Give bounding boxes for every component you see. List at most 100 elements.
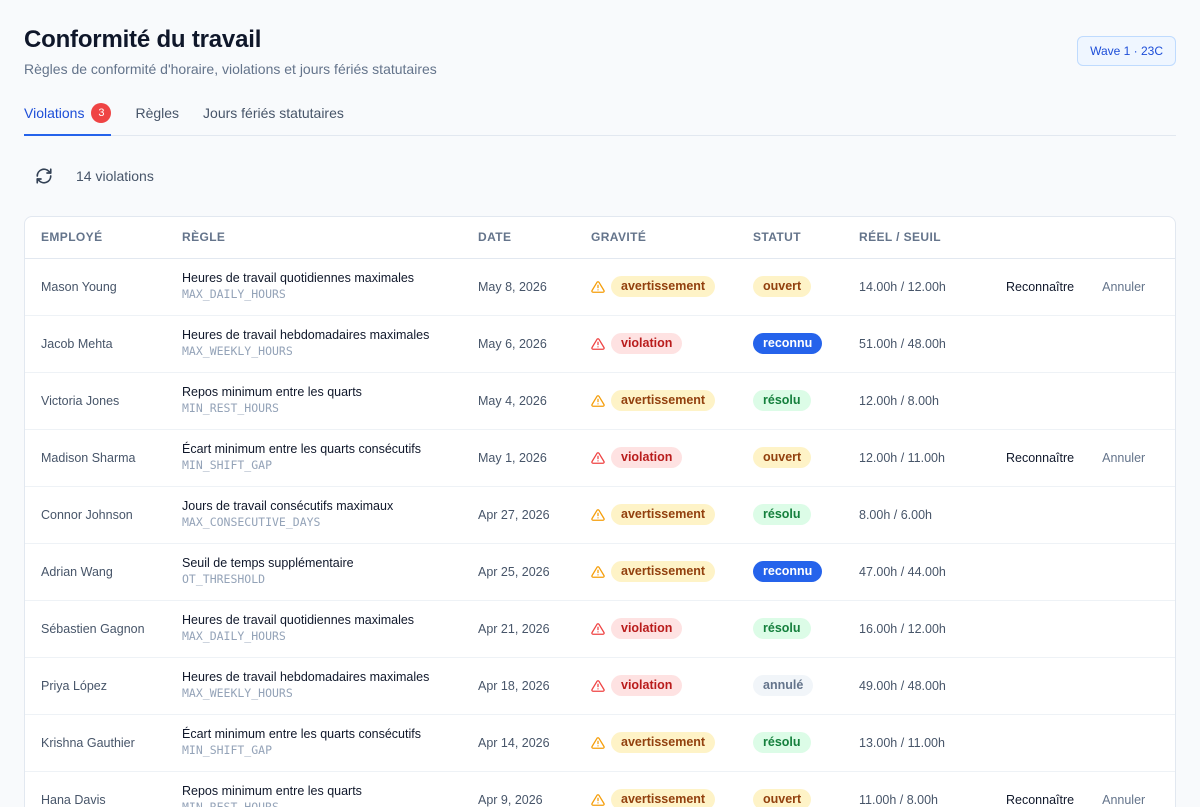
actual-threshold: 47.00h / 44.00h (859, 564, 946, 579)
employee-name: Madison Sharma (41, 450, 136, 465)
severity-badge: avertissement (611, 789, 716, 807)
rule-code: MAX_WEEKLY_HOURS (182, 686, 293, 700)
wave-badge: Wave 1 · 23C (1077, 36, 1176, 66)
violation-date: Apr 18, 2026 (478, 678, 550, 693)
status-cell: ouvert (737, 429, 843, 486)
table-header-row: EMPLOYÉ RÈGLE DATE GRAVITÉ STATUT RÉEL /… (25, 217, 1175, 259)
tab-violations[interactable]: Violations 3 (24, 90, 112, 136)
severity-badge: violation (611, 333, 683, 354)
refresh-button[interactable] (24, 156, 64, 196)
actual-threshold: 49.00h / 48.00h (859, 678, 946, 693)
employee-name: Priya López (41, 678, 108, 693)
table-row[interactable]: Mason Young Heures de travail quotidienn… (25, 258, 1175, 315)
actual-threshold: 13.00h / 11.00h (859, 735, 945, 750)
status-cell: reconnu (737, 543, 843, 600)
rule-name: Écart minimum entre les quarts consécuti… (182, 442, 421, 456)
alert-triangle-icon (591, 337, 605, 351)
column-header-severity[interactable]: GRAVITÉ (575, 217, 737, 259)
employee-name: Sébastien Gagnon (41, 621, 145, 636)
severity-cell: avertissement (575, 258, 737, 315)
tab-violations-count-badge: 3 (91, 102, 112, 123)
table-row[interactable]: Hana Davis Repos minimum entre les quart… (25, 771, 1175, 807)
status-cell: ouvert (737, 771, 843, 807)
actions-cell (990, 543, 1175, 600)
rule-code: MIN_REST_HOURS (182, 401, 279, 415)
severity-cell: violation (575, 657, 737, 714)
cancel-button[interactable]: Annuler (1102, 792, 1146, 807)
column-header-date[interactable]: DATE (462, 217, 575, 259)
status-cell: reconnu (737, 315, 843, 372)
alert-triangle-icon (591, 793, 605, 807)
rule-name: Repos minimum entre les quarts (182, 385, 362, 399)
rule-code: MIN_SHIFT_GAP (182, 458, 273, 472)
cancel-button[interactable]: Annuler (1102, 279, 1146, 294)
column-header-ratio[interactable]: RÉEL / SEUIL (843, 217, 990, 259)
violation-date: Apr 14, 2026 (478, 735, 550, 750)
rule-code: OT_THRESHOLD (182, 572, 266, 586)
rule-code: MIN_SHIFT_GAP (182, 743, 273, 757)
employee-name: Victoria Jones (41, 393, 120, 408)
status-badge: résolu (753, 504, 811, 525)
severity-badge: avertissement (611, 504, 716, 525)
actions-cell: Reconnaître Annuler (990, 429, 1175, 486)
column-header-actions (990, 217, 1175, 259)
rule-name: Heures de travail quotidiennes maximales (182, 613, 415, 627)
alert-triangle-icon (591, 508, 605, 522)
table-row[interactable]: Victoria Jones Repos minimum entre les q… (25, 372, 1175, 429)
violation-date: May 8, 2026 (478, 279, 547, 294)
actions-cell (990, 372, 1175, 429)
rule-cell: Repos minimum entre les quarts MIN_REST_… (166, 372, 462, 429)
rule-code: MAX_CONSECUTIVE_DAYS (182, 515, 321, 529)
table-row[interactable]: Adrian Wang Seuil de temps supplémentair… (25, 543, 1175, 600)
rule-cell: Jours de travail consécutifs maximaux MA… (166, 486, 462, 543)
severity-cell: avertissement (575, 372, 737, 429)
rule-cell: Écart minimum entre les quarts consécuti… (166, 714, 462, 771)
status-badge: ouvert (753, 447, 812, 468)
severity-badge: avertissement (611, 561, 716, 582)
table-row[interactable]: Sébastien Gagnon Heures de travail quoti… (25, 600, 1175, 657)
status-cell: résolu (737, 372, 843, 429)
severity-cell: avertissement (575, 486, 737, 543)
table-row[interactable]: Connor Johnson Jours de travail consécut… (25, 486, 1175, 543)
actual-threshold: 14.00h / 12.00h (859, 279, 946, 294)
status-badge: ouvert (753, 276, 812, 297)
column-header-employee[interactable]: EMPLOYÉ (25, 217, 166, 259)
severity-badge: avertissement (611, 732, 716, 753)
rule-code: MAX_DAILY_HOURS (182, 629, 286, 643)
violations-count: 14 violations (76, 168, 154, 184)
column-header-rule[interactable]: RÈGLE (166, 217, 462, 259)
rule-cell: Seuil de temps supplémentaire OT_THRESHO… (166, 543, 462, 600)
table-row[interactable]: Jacob Mehta Heures de travail hebdomadai… (25, 315, 1175, 372)
status-cell: résolu (737, 714, 843, 771)
rule-code: MAX_WEEKLY_HOURS (182, 344, 293, 358)
severity-badge: avertissement (611, 390, 716, 411)
acknowledge-button[interactable]: Reconnaître (1006, 792, 1075, 807)
acknowledge-button[interactable]: Reconnaître (1006, 279, 1075, 294)
rule-name: Heures de travail hebdomadaires maximale… (182, 328, 430, 342)
status-cell: résolu (737, 600, 843, 657)
employee-name: Hana Davis (41, 792, 106, 807)
toolbar: 14 violations (24, 136, 1176, 216)
tab-holidays[interactable]: Jours fériés statutaires (203, 90, 344, 135)
tab-rules[interactable]: Règles (135, 90, 179, 135)
table-body: Mason Young Heures de travail quotidienn… (25, 258, 1175, 807)
status-badge: résolu (753, 618, 811, 639)
alert-triangle-icon (591, 565, 605, 579)
status-cell: annulé (737, 657, 843, 714)
table-row[interactable]: Madison Sharma Écart minimum entre les q… (25, 429, 1175, 486)
actions-cell: Reconnaître Annuler (990, 258, 1175, 315)
status-badge: ouvert (753, 789, 812, 807)
severity-cell: violation (575, 600, 737, 657)
rule-name: Heures de travail quotidiennes maximales (182, 271, 415, 285)
employee-name: Mason Young (41, 279, 117, 294)
violation-date: Apr 9, 2026 (478, 792, 543, 807)
table-row[interactable]: Krishna Gauthier Écart minimum entre les… (25, 714, 1175, 771)
violation-date: May 1, 2026 (478, 450, 547, 465)
acknowledge-button[interactable]: Reconnaître (1006, 450, 1075, 465)
table-row[interactable]: Priya López Heures de travail hebdomadai… (25, 657, 1175, 714)
column-header-status[interactable]: STATUT (737, 217, 843, 259)
tab-violations-label: Violations (24, 104, 85, 121)
cancel-button[interactable]: Annuler (1102, 450, 1146, 465)
rule-code: MAX_DAILY_HOURS (182, 287, 286, 301)
actual-threshold: 51.00h / 48.00h (859, 336, 946, 351)
